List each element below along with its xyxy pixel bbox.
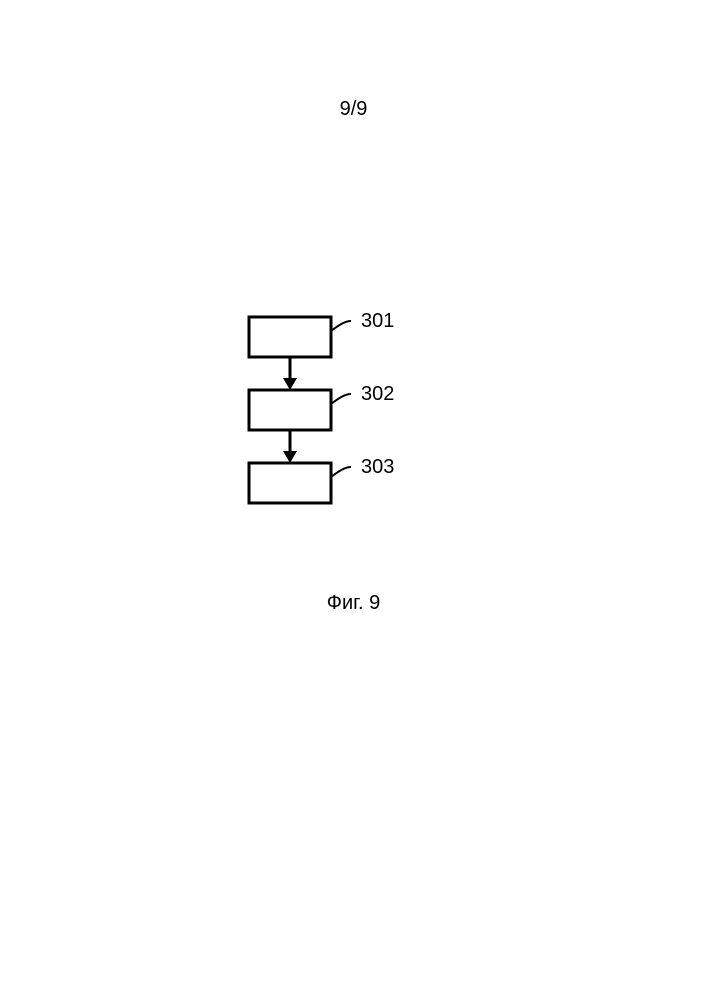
leader-line-301: [331, 321, 351, 331]
flow-label-302: 302: [361, 383, 394, 405]
flow-label-301: 301: [361, 310, 394, 332]
flow-box-302: [249, 390, 331, 430]
flowchart-svg: 301 302 303: [0, 0, 707, 1000]
arrow-head-n301-n302: [283, 378, 297, 390]
leader-line-302: [331, 394, 351, 404]
flow-box-303: [249, 463, 331, 503]
page: 9/9 301302303 Фиг. 9: [0, 0, 707, 1000]
arrow-head-n302-n303: [283, 451, 297, 463]
figure-caption: Фиг. 9: [0, 592, 707, 615]
leader-line-303: [331, 467, 351, 477]
flow-box-301: [249, 317, 331, 357]
flow-label-303: 303: [361, 456, 394, 478]
